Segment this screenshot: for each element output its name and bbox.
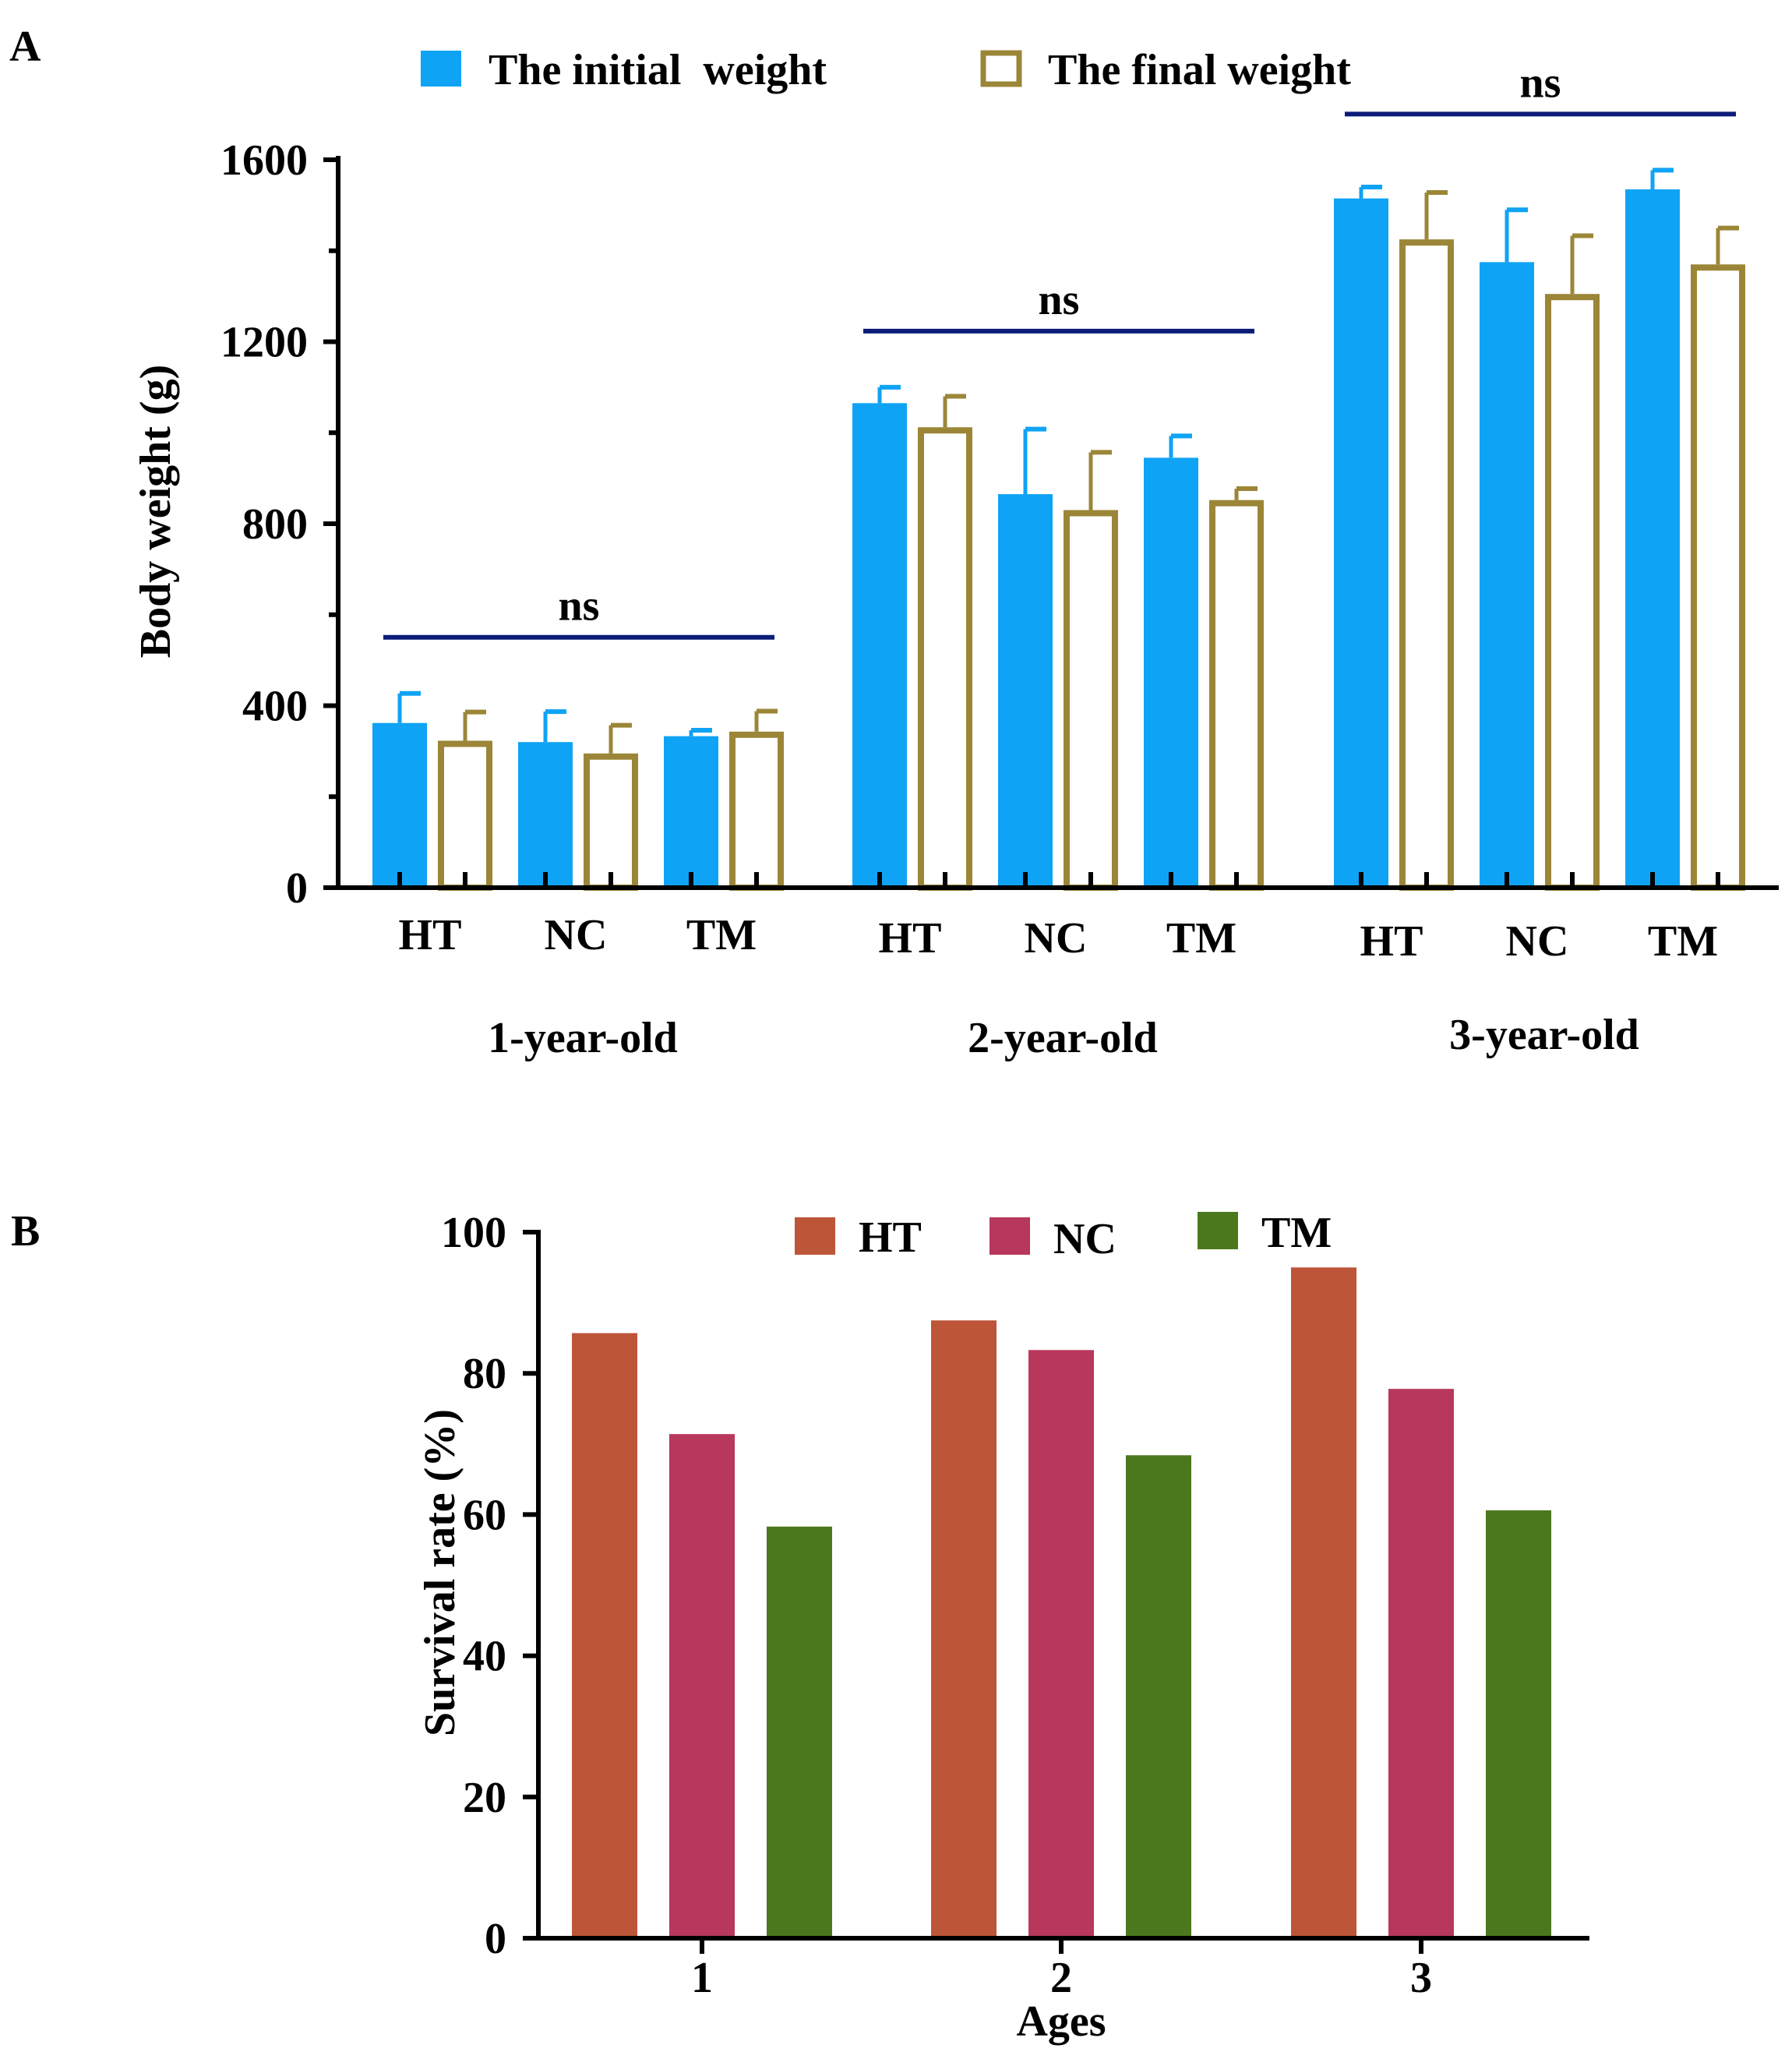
panel-a-y-tick-label: 400 (242, 683, 308, 731)
panel-a-y-tick-label: 1200 (220, 319, 308, 367)
panel-a-y-axis-label: Body weight (g) (132, 365, 180, 658)
bar-final-3-year-old-HT (1399, 239, 1454, 891)
panel-b-x-tick-label: 1 (691, 1954, 713, 2002)
bar-TM-age-3 (1486, 1510, 1551, 1938)
panel-a-label: A (9, 23, 41, 71)
panel-b-x-tick-label: 2 (1050, 1954, 1072, 2002)
bar-initial-2-year-old-TM (1144, 457, 1198, 888)
panel-b-y-tick-label: 20 (463, 1774, 506, 1822)
bar-TM-age-1 (767, 1526, 832, 1938)
panel-b-y-axis-ticks: 0 20 40 60 80 100 (441, 1209, 538, 1963)
legend-nc-label: NC (1053, 1215, 1116, 1263)
bar-initial-1-year-old-HT (372, 722, 427, 888)
bar-final-2-year-old-TM (1209, 500, 1264, 892)
bar-NC-age-2 (1028, 1350, 1094, 1938)
panel-a-y-tick-label: 1600 (220, 136, 308, 185)
panel-b-y-tick-label: 40 (463, 1633, 506, 1681)
legend-ht-swatch (795, 1217, 835, 1255)
bar-NC-age-1 (669, 1434, 735, 1938)
panel-a-bars: ns ns ns (372, 58, 1745, 892)
panel-b-label: B (11, 1207, 40, 1256)
legend-final-swatch (980, 50, 1022, 87)
category-label-NC: NC (1025, 914, 1088, 962)
bar-initial-2-year-old-HT (852, 403, 907, 888)
category-label-TM: TM (1648, 917, 1718, 966)
panel-a-y-tick-label: 800 (242, 500, 308, 549)
panel-a-y-axis-ticks: 0 400 800 1200 1600 (220, 136, 338, 913)
panel-b-y-tick-label: 100 (441, 1209, 506, 1257)
group-label: 2-year-old (968, 1014, 1158, 1062)
bar-initial-3-year-old-TM (1625, 189, 1680, 888)
category-label-NC: NC (545, 911, 608, 959)
panel-a-body-weight-chart: A The initial weight The final weight Bo… (9, 23, 1779, 1062)
category-label-HT: HT (1360, 917, 1423, 966)
panel-b-y-tick-label: 0 (485, 1915, 506, 1963)
panel-b-x-tick-labels: 1 2 3 (691, 1938, 1432, 2002)
group-label: 1-year-old (488, 1014, 678, 1062)
legend-tm-label: TM (1261, 1209, 1332, 1257)
bar-initial-1-year-old-TM (664, 736, 718, 888)
bar-final-1-year-old-HT (438, 740, 492, 891)
panel-b-y-axis-label: Survival rate (%) (416, 1409, 464, 1736)
legend-nc-swatch (989, 1217, 1030, 1255)
legend-tm-swatch (1198, 1212, 1238, 1249)
bar-HT-age-3 (1291, 1267, 1356, 1938)
bar-final-3-year-old-TM (1691, 264, 1745, 891)
panel-b-x-axis-label: Ages (1016, 1997, 1106, 2046)
bar-HT-age-2 (931, 1320, 997, 1938)
bar-initial-1-year-old-NC (518, 742, 573, 888)
category-label-TM: TM (1166, 914, 1236, 962)
bar-initial-3-year-old-NC (1480, 262, 1534, 888)
panel-b-survival-chart: B HT NC TM Survival rate (%) 02040608010… (11, 1207, 1589, 2046)
panel-b-y-tick-label: 60 (463, 1491, 506, 1539)
category-label-HT: HT (399, 911, 462, 959)
panel-b-bars (572, 1267, 1551, 1938)
bar-final-1-year-old-NC (584, 753, 638, 892)
significance-label: ns (559, 582, 600, 630)
bar-final-3-year-old-NC (1545, 294, 1600, 891)
bar-NC-age-3 (1388, 1389, 1454, 1938)
significance-label: ns (1520, 58, 1561, 107)
panel-b-x-tick-label: 3 (1410, 1954, 1432, 2002)
legend-ht-label: HT (859, 1213, 922, 1262)
significance-label: ns (1039, 276, 1080, 324)
legend-initial-label: The initial weight (489, 46, 827, 94)
category-label-HT: HT (879, 914, 942, 962)
bar-HT-age-1 (572, 1333, 637, 1938)
legend-final-label: The final weight (1048, 46, 1351, 94)
panel-b-y-tick-label: 80 (463, 1350, 506, 1398)
category-label-TM: TM (686, 911, 757, 959)
panel-a-y-tick-label: 0 (286, 864, 308, 913)
legend-initial-swatch (421, 51, 461, 87)
bar-final-1-year-old-TM (729, 731, 784, 891)
group-label: 3-year-old (1449, 1011, 1639, 1059)
category-label-NC: NC (1506, 917, 1569, 966)
bar-initial-2-year-old-NC (998, 494, 1053, 888)
bar-TM-age-2 (1126, 1455, 1191, 1938)
bar-final-2-year-old-HT (918, 427, 972, 891)
bar-final-2-year-old-NC (1064, 510, 1118, 891)
bar-initial-3-year-old-HT (1334, 198, 1388, 888)
